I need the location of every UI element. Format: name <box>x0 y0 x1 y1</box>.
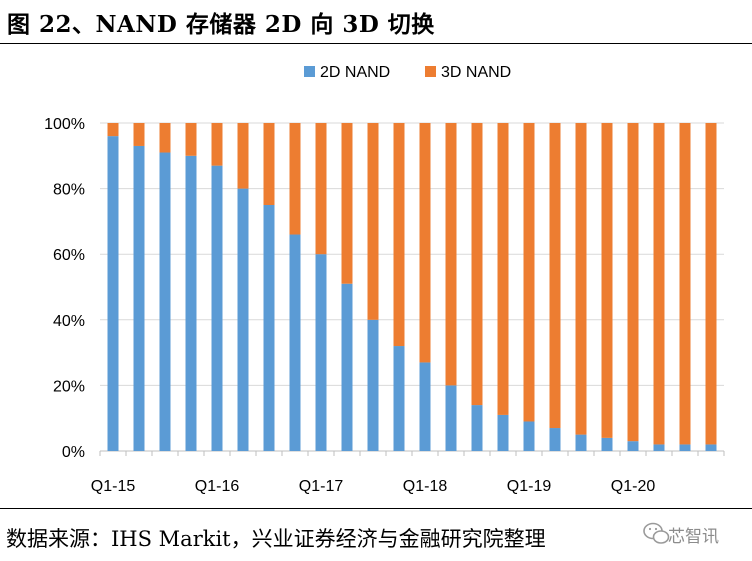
bar-3d-nand <box>107 123 119 137</box>
bar-2d-nand <box>679 444 691 451</box>
x-tick-label: Q1-16 <box>195 478 240 495</box>
bar-3d-nand <box>523 123 535 422</box>
bar-3d-nand <box>419 123 431 363</box>
bar-3d-nand <box>263 123 275 205</box>
top-rule <box>0 43 752 44</box>
bar-3d-nand <box>471 123 483 406</box>
bar-2d-nand <box>367 319 379 451</box>
bar-3d-nand <box>211 123 223 166</box>
bar-2d-nand <box>133 145 145 451</box>
bar-3d-nand <box>367 123 379 320</box>
bar-3d-nand <box>185 123 197 156</box>
source-note: 数据来源：IHS Markit，兴业证券经济与金融研究院整理 <box>6 527 546 551</box>
bar-2d-nand <box>549 428 561 451</box>
x-tick-label: Q1-19 <box>507 478 552 495</box>
bar-2d-nand <box>393 346 405 451</box>
bar-3d-nand <box>341 123 353 284</box>
bar-2d-nand <box>419 362 431 451</box>
bar-2d-nand <box>523 421 535 451</box>
bar-3d-nand <box>575 123 587 435</box>
stacked-bar-chart: 0% 20% 40% 60% 80% 100% Q1-15 Q1-16 Q1-17 Q1-18 Q1… <box>44 64 725 495</box>
y-tick-label: 40% <box>53 313 85 330</box>
bar-3d-nand <box>601 123 613 438</box>
bar-3d-nand <box>445 123 457 386</box>
bar-3d-nand <box>315 123 327 255</box>
bar-2d-nand <box>289 234 301 451</box>
y-tick-label: 100% <box>44 116 85 133</box>
bar-2d-nand <box>237 188 249 451</box>
bar-2d-nand <box>341 283 353 451</box>
bar-3d-nand <box>393 123 405 347</box>
x-tick-label: Q1-15 <box>91 478 136 495</box>
y-tick-label: 60% <box>53 247 85 264</box>
bar-3d-nand <box>133 123 145 146</box>
x-tick-label: Q1-20 <box>611 478 656 495</box>
bar-3d-nand <box>159 123 171 153</box>
bar-2d-nand <box>107 136 119 451</box>
bar-2d-nand <box>627 441 639 451</box>
bar-2d-nand <box>185 155 197 452</box>
bar-2d-nand <box>445 385 457 451</box>
bar-3d-nand <box>549 123 561 429</box>
y-tick-label: 80% <box>53 182 85 199</box>
bar-3d-nand <box>705 123 717 445</box>
bar-2d-nand <box>315 254 327 451</box>
legend-swatch-2d <box>304 66 315 77</box>
bar-2d-nand <box>601 437 613 451</box>
legend-label-3d: 3D NAND <box>441 64 511 81</box>
bar-3d-nand <box>237 123 249 189</box>
y-tick-label: 20% <box>53 378 85 395</box>
bar-2d-nand <box>471 405 483 451</box>
bar-3d-nand <box>679 123 691 445</box>
watermark-text: 芯智讯 <box>668 527 719 547</box>
wechat-icon <box>643 522 670 544</box>
bar-3d-nand <box>289 123 301 235</box>
legend-swatch-3d <box>425 66 436 77</box>
bar-2d-nand <box>705 444 717 451</box>
bottom-rule <box>0 508 752 509</box>
bar-3d-nand <box>653 123 665 445</box>
bar-2d-nand <box>159 152 171 451</box>
bar-2d-nand <box>497 414 509 451</box>
bar-3d-nand <box>497 123 509 415</box>
bar-2d-nand <box>211 165 223 451</box>
bar-2d-nand <box>653 444 665 451</box>
bar-3d-nand <box>627 123 639 442</box>
chart-area: 0% 20% 40% 60% 80% 100% Q1-15 Q1-16 Q1-17 Q1-18 Q1… <box>0 45 752 507</box>
figure-title: 图 22、NAND 存储器 2D 向 3D 切换 <box>7 11 435 38</box>
legend-label-2d: 2D NAND <box>320 64 390 81</box>
bar-2d-nand <box>263 205 275 451</box>
bar-2d-nand <box>575 434 587 451</box>
x-tick-label: Q1-18 <box>403 478 448 495</box>
x-tick-label: Q1-17 <box>299 478 344 495</box>
y-tick-label: 0% <box>62 444 85 461</box>
